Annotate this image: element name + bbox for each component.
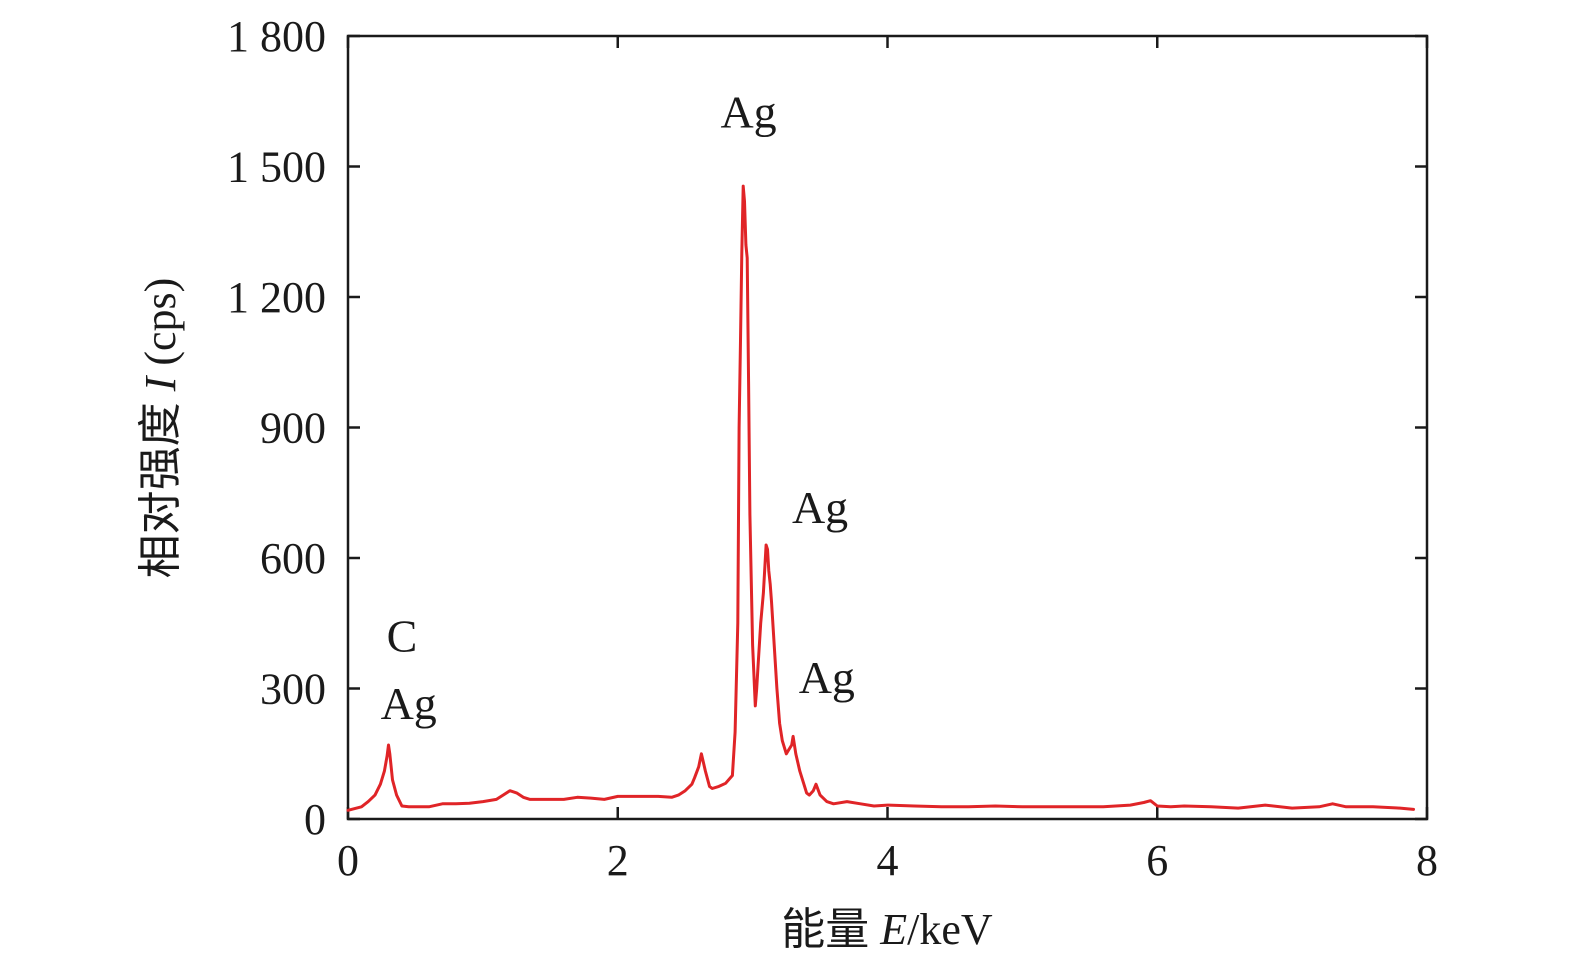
x-tick-label-2: 4 <box>877 836 899 885</box>
peak-label-3: C <box>387 611 418 662</box>
x-axis-title: 能量 E/keV <box>781 905 993 954</box>
x-tick-label-3: 6 <box>1146 836 1168 885</box>
y-tick-label-0: 0 <box>304 795 326 844</box>
y-axis-title-symbol: I <box>136 374 185 392</box>
y-tick-label-5: 1 500 <box>227 143 326 192</box>
y-tick-label-1: 300 <box>260 665 326 714</box>
y-axis-title-text: 相对强度 <box>136 391 185 578</box>
x-axis-title-symbol: E <box>879 905 907 954</box>
x-tick-label-1: 2 <box>607 836 629 885</box>
peak-label-0: Ag <box>720 86 776 137</box>
peak-label-4: Ag <box>381 678 437 729</box>
axis-ticks <box>346 34 1429 821</box>
peak-labels: Ag Ag Ag C Ag <box>381 86 855 729</box>
axis-tick-labels: 0 2 4 6 8 0 300 600 900 1 200 1 500 1 800 <box>227 12 1438 885</box>
y-tick-label-3: 900 <box>260 404 326 453</box>
x-axis-title-unit: /keV <box>907 905 993 954</box>
peak-label-2: Ag <box>799 652 855 703</box>
y-axis-title-unit: (cps) <box>136 278 185 377</box>
x-axis-title-text: 能量 <box>781 905 880 954</box>
x-tick-label-0: 0 <box>337 836 359 885</box>
peak-label-1: Ag <box>792 482 848 533</box>
y-tick-label-6: 1 800 <box>227 12 326 61</box>
y-tick-label-4: 1 200 <box>227 273 326 322</box>
plot-frame <box>346 34 1429 821</box>
spectrum-series-line <box>346 184 1415 812</box>
x-tick-label-4: 8 <box>1416 836 1438 885</box>
y-tick-label-2: 600 <box>260 534 326 583</box>
y-axis-title: 相对强度 I (cps) <box>136 278 185 579</box>
